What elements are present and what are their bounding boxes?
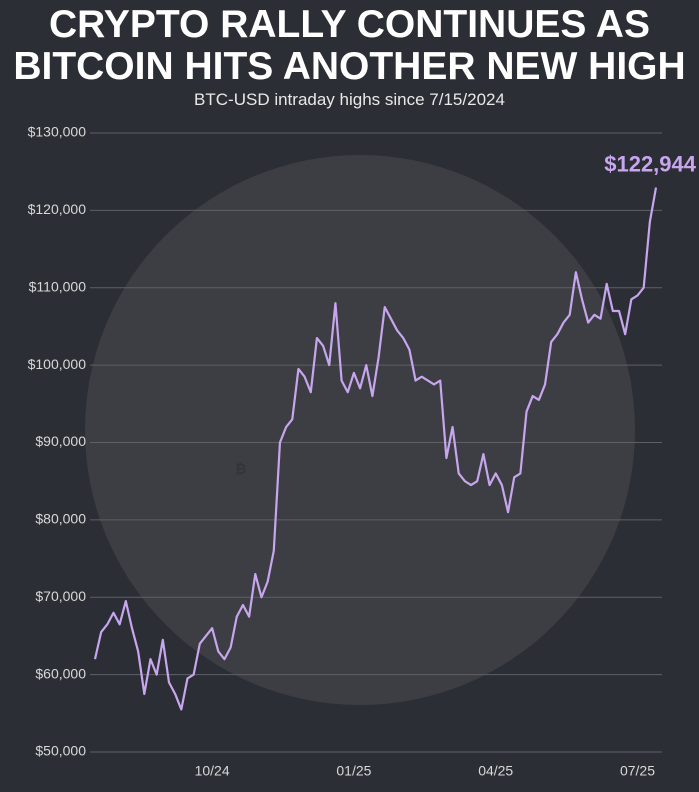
background-coin [85, 155, 635, 705]
x-tick-label: 01/25 [336, 763, 371, 779]
y-tick-label: $90,000 [35, 433, 86, 449]
y-tick-label: $120,000 [28, 201, 87, 217]
background-symbol: ₿ [235, 461, 246, 477]
y-tick-label: $130,000 [28, 124, 87, 140]
y-tick-label: $110,000 [29, 278, 87, 294]
value-label: $122,944 [604, 151, 697, 176]
y-tick-label: $50,000 [35, 743, 86, 759]
y-tick-label: $60,000 [35, 665, 86, 681]
x-tick-label: 07/25 [620, 763, 655, 779]
x-tick-label: 04/25 [478, 763, 513, 779]
chart-subtitle: BTC-USD intraday highs since 7/15/2024 [194, 90, 505, 109]
plot: $50,000 $60,000 $70,000 $80,000 $90,000 $100,… [28, 124, 697, 779]
y-tick-label: $80,000 [35, 511, 86, 527]
x-tick-label: 10/24 [195, 763, 230, 779]
y-tick-label: $100,000 [28, 356, 87, 372]
line [93, 187, 658, 711]
chart-title: CRYPTO RALLY CONTINUES AS BITCOIN HITS A… [13, 3, 686, 88]
y-tick-label: $70,000 [35, 588, 86, 604]
